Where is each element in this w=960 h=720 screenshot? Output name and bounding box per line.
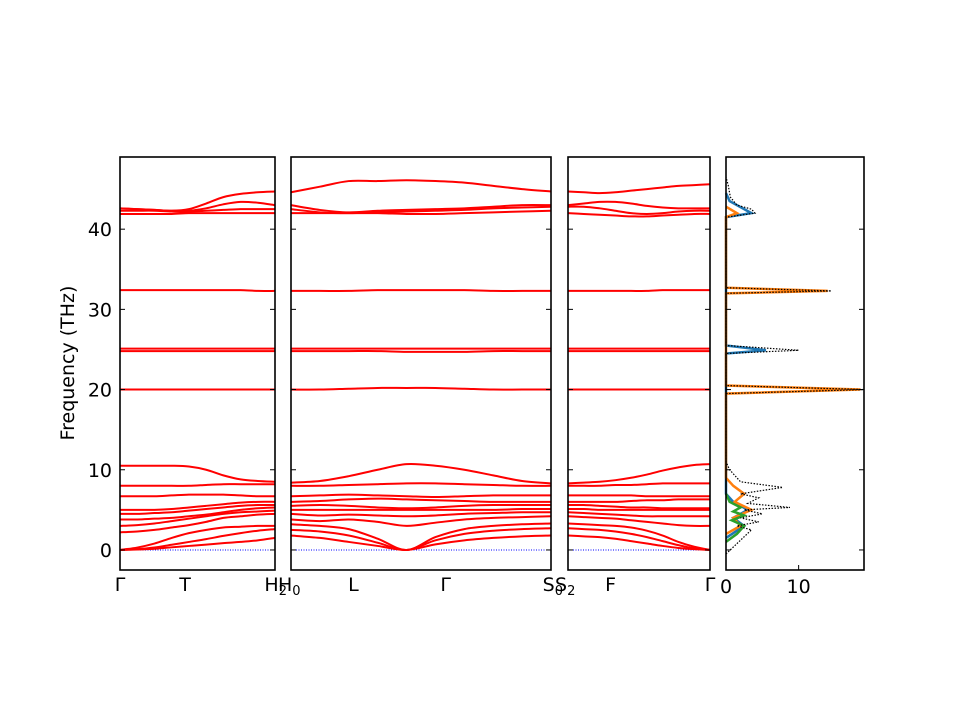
- band-line-10: [290, 462, 552, 485]
- band-line-18: [567, 183, 711, 195]
- band-line-2: [119, 524, 276, 551]
- y-tick-label-2: 20: [88, 380, 112, 402]
- band-line-7: [120, 500, 276, 511]
- band-line-7: [568, 498, 710, 503]
- dos-panel: 0 10: [720, 156, 865, 598]
- band-line-7: [290, 497, 551, 503]
- band-line-12: [290, 350, 551, 353]
- band-line-5: [567, 507, 710, 511]
- x-tick-label-0: Γ: [115, 574, 126, 596]
- band-line-14: [290, 289, 551, 292]
- band-line-16: [290, 205, 552, 215]
- band-line-6: [290, 503, 551, 510]
- band-line-14: [119, 289, 276, 292]
- dos-projected-2: [724, 493, 748, 543]
- band-line-9: [120, 483, 275, 487]
- band-line-3: [567, 515, 711, 527]
- panel-frame: [567, 156, 711, 571]
- band-line-6: [567, 503, 710, 510]
- band-line-2: [290, 522, 552, 551]
- panel-frame: [290, 156, 552, 571]
- band-line-2: [567, 522, 711, 551]
- band-line-11: [290, 386, 551, 391]
- band-line-10: [119, 464, 276, 483]
- band-line-4: [290, 511, 552, 518]
- band-panel-2: H0 L Γ S0: [278, 156, 563, 599]
- band-line-17: [290, 204, 552, 214]
- band-line-8: [568, 494, 710, 498]
- band-line-5: [291, 507, 552, 511]
- dos-total: [725, 176, 865, 555]
- band-line-8: [120, 493, 276, 498]
- x-tick-label-0: S2: [555, 574, 575, 599]
- x-tick-label-1: L: [348, 574, 359, 596]
- y-tick-label-1: 10: [88, 460, 112, 482]
- band-line-6: [119, 503, 276, 515]
- band-line-9: [568, 482, 710, 487]
- band-line-17: [567, 200, 710, 210]
- x-tick-label-0: 0: [720, 576, 732, 598]
- band-line-5: [119, 506, 276, 521]
- band-line-1: [290, 527, 552, 551]
- y-tick-label-4: 40: [88, 219, 112, 241]
- band-line-9: [290, 482, 552, 487]
- band-line-16: [567, 205, 711, 215]
- band-line-14: [567, 289, 710, 292]
- band-line-18: [290, 179, 552, 194]
- x-tick-label-1: F: [605, 574, 616, 596]
- dos-projected-1: [724, 205, 861, 536]
- x-tick-label-2: Γ: [705, 574, 716, 596]
- y-axis-label: Frequency (THz): [57, 286, 79, 441]
- band-line-15: [567, 212, 711, 218]
- band-line-1: [119, 528, 276, 551]
- band-panel-3: S2 F Γ: [555, 156, 716, 599]
- x-tick-label-1: 10: [787, 576, 811, 598]
- band-line-8: [290, 493, 551, 499]
- band-line-3: [119, 512, 276, 534]
- panel-frame: [119, 156, 276, 571]
- band-line-1: [567, 527, 711, 551]
- band-line-16: [120, 208, 275, 213]
- band-line-10: [567, 463, 711, 485]
- band-line-4: [567, 511, 710, 518]
- band-line-4: [119, 509, 276, 527]
- band-line-15: [120, 212, 275, 215]
- band-line-0: [567, 534, 711, 551]
- x-tick-label-2: Γ: [440, 574, 451, 596]
- band-line-0: [290, 534, 552, 551]
- x-tick-label-0: H0: [278, 574, 301, 599]
- x-tick-label-1: T: [178, 574, 191, 596]
- band-line-18: [119, 190, 276, 212]
- band-line-3: [290, 515, 552, 527]
- y-tick-label-3: 30: [88, 299, 112, 321]
- panel-frame: [725, 156, 865, 571]
- y-tick-label-0: 0: [100, 540, 112, 562]
